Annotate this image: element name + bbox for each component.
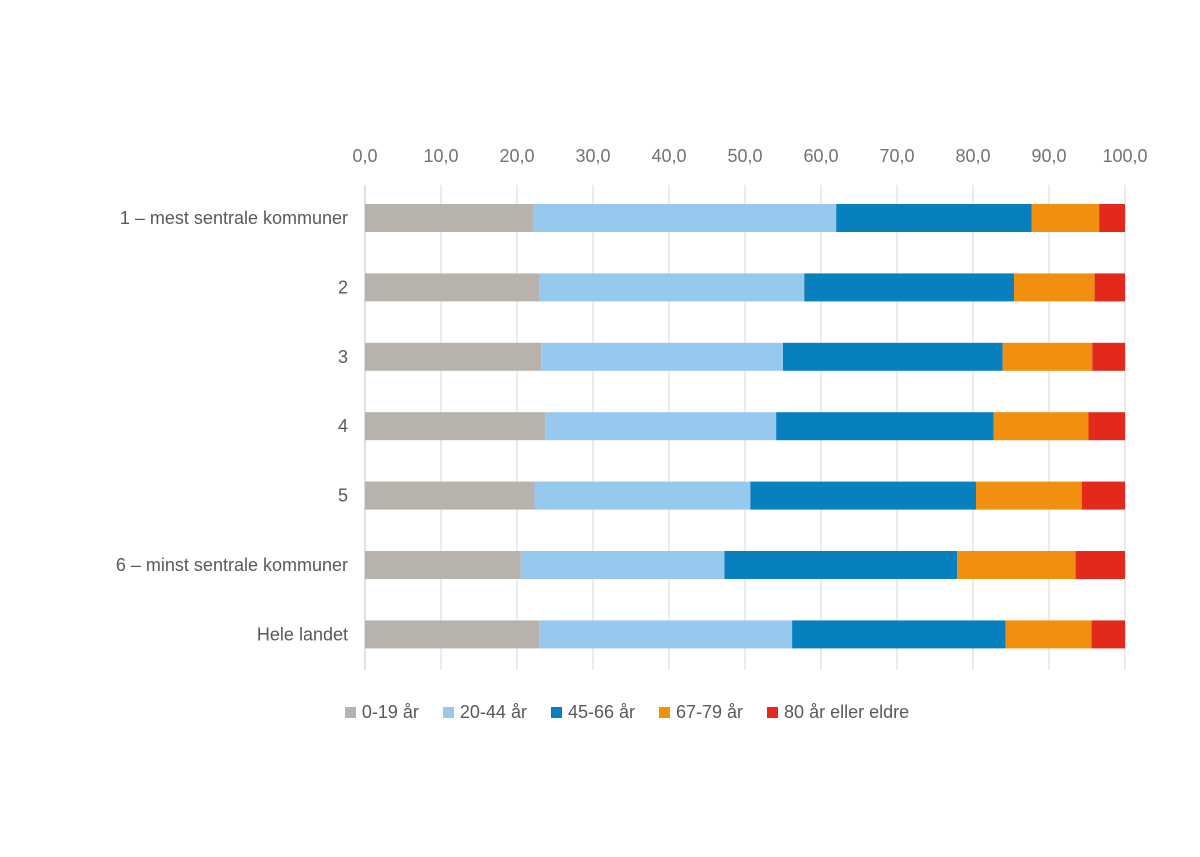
- legend-label: 20-44 år: [459, 702, 527, 722]
- x-tick-label: 40,0: [651, 146, 686, 166]
- legend-label: 67-79 år: [676, 702, 744, 722]
- bar-segment: [1002, 342, 1093, 371]
- bar-segment: [1099, 204, 1125, 232]
- bar-segment: [365, 342, 542, 371]
- bar-segment: [365, 481, 535, 510]
- legend-label: 45-66 år: [567, 702, 635, 722]
- x-tick-label: 80,0: [955, 146, 990, 166]
- category-label: 3: [338, 347, 348, 367]
- bar-segment: [1091, 620, 1125, 649]
- x-axis-ticks: 0,0 10,0 20,0 30,0 40,0 50,0 60,0 70,0 80,0 90,0 1…: [352, 146, 1147, 166]
- bar-segment: [976, 481, 1082, 510]
- bar-segment: [957, 551, 1076, 579]
- legend: 0-19 år 20-44 år 45-66 år 67-79 år 80 år ell…: [0, 702, 1200, 723]
- bar-segment: [1014, 273, 1095, 302]
- x-tick-label: 0,0: [352, 146, 377, 166]
- x-tick-label: 60,0: [803, 146, 838, 166]
- stacked-bar-chart: 0,0 10,0 20,0 30,0 40,0 50,0 60,0 70,0 80,0 90,0 1…: [116, 146, 1148, 670]
- bar-segment: [1081, 481, 1125, 510]
- bar-segment: [1092, 342, 1125, 371]
- legend-item: 80 år eller eldre: [767, 702, 909, 723]
- legend-item: 20-44 år: [442, 702, 527, 723]
- bar-segment: [1031, 204, 1100, 232]
- bar-segment: [804, 273, 1015, 302]
- category-label: Hele landet: [257, 624, 348, 644]
- x-tick-label: 50,0: [727, 146, 762, 166]
- bar-segment: [365, 273, 540, 302]
- category-label: 5: [338, 486, 348, 506]
- category-label: 2: [338, 277, 348, 297]
- legend-label: 80 år eller eldre: [784, 702, 910, 722]
- category-label: 1 – mest sentrale kommuner: [120, 208, 348, 228]
- bar-segment: [792, 620, 1006, 649]
- bar-segment: [1005, 620, 1092, 649]
- legend-label: 0-19 år: [361, 702, 419, 722]
- legend-swatch: [344, 707, 356, 718]
- bar-segment: [365, 204, 533, 232]
- bar-segment: [750, 481, 977, 510]
- bar-segment: [532, 204, 837, 232]
- category-label: 4: [338, 416, 348, 436]
- legend-item: 0-19 år: [344, 702, 419, 723]
- legend-swatch: [767, 707, 779, 718]
- legend-item: 45-66 år: [550, 702, 635, 723]
- bar-segment: [534, 481, 751, 510]
- legend-swatch: [442, 707, 454, 718]
- legend-swatch: [659, 707, 670, 718]
- bar-segment: [365, 551, 521, 579]
- x-tick-label: 100,0: [1102, 146, 1147, 166]
- x-tick-label: 90,0: [1031, 146, 1066, 166]
- bar-segment: [776, 412, 994, 441]
- bar-segment: [539, 620, 793, 649]
- bar-segment: [520, 551, 725, 579]
- legend-item: 67-79 år: [659, 702, 743, 723]
- bar-segment: [783, 342, 1003, 371]
- bar-segment: [539, 273, 805, 302]
- bar-segment: [1075, 551, 1125, 579]
- bar-segment: [545, 412, 777, 441]
- bar-segment: [365, 620, 540, 649]
- category-labels: 1 – mest sentrale kommuner 2 3 4 5 6 – minst …: [116, 208, 348, 644]
- bar-segment: [365, 412, 546, 441]
- x-tick-label: 20,0: [499, 146, 534, 166]
- bar-segment: [836, 204, 1032, 232]
- x-tick-label: 30,0: [575, 146, 610, 166]
- x-tick-label: 10,0: [423, 146, 458, 166]
- bar-segment: [993, 412, 1089, 441]
- bar-segment: [541, 342, 783, 371]
- bar-segment: [1094, 273, 1125, 302]
- bars: [365, 204, 1125, 649]
- x-tick-label: 70,0: [879, 146, 914, 166]
- legend-swatch: [550, 707, 562, 718]
- bar-segment: [1088, 412, 1125, 441]
- bar-segment: [724, 551, 958, 579]
- category-label: 6 – minst sentrale kommuner: [116, 555, 348, 575]
